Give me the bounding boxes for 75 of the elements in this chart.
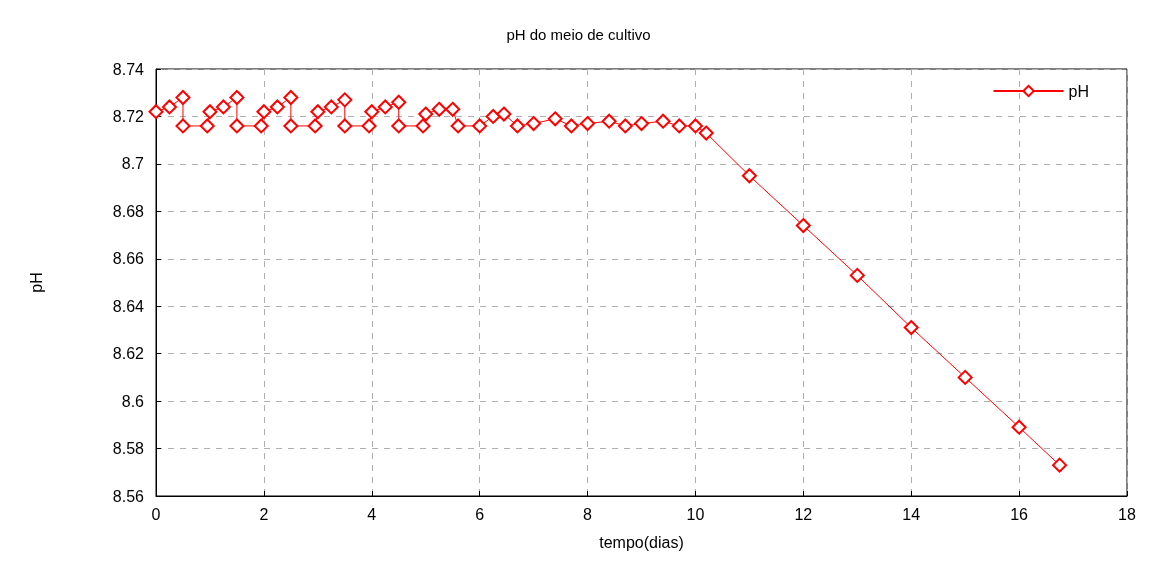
x-tick-label: 0 — [151, 505, 161, 523]
point — [391, 118, 407, 134]
point — [795, 218, 811, 234]
point — [903, 320, 919, 336]
y-tick-label: 8.7 — [121, 155, 145, 173]
point — [509, 118, 525, 134]
x-tick-label: 8 — [583, 505, 593, 523]
point — [364, 104, 380, 120]
point — [202, 104, 218, 120]
point — [175, 118, 191, 134]
y-tick-label: 8.56 — [112, 487, 145, 505]
point — [1011, 419, 1027, 435]
point — [175, 89, 191, 105]
point — [698, 125, 714, 141]
point — [445, 101, 461, 117]
y-tick-label: 8.58 — [112, 440, 145, 458]
point — [377, 99, 393, 115]
y-tick-label: 8.68 — [112, 202, 145, 220]
point — [547, 111, 563, 127]
point — [957, 369, 973, 385]
point — [310, 104, 326, 120]
point — [1052, 457, 1068, 473]
point — [563, 118, 579, 134]
point — [526, 116, 542, 132]
point — [580, 116, 596, 132]
point — [431, 101, 447, 117]
y-tick-label: 8.62 — [112, 345, 145, 363]
x-tick-label: 6 — [475, 505, 485, 523]
point — [283, 89, 299, 105]
y-tick-label: 8.72 — [112, 107, 145, 125]
chart-title: pH do meio de cultivo — [506, 26, 651, 43]
point — [472, 118, 488, 134]
y-axis-title: pH — [27, 272, 45, 293]
point — [741, 168, 757, 184]
y-tick-label: 8.6 — [121, 392, 145, 410]
x-tick-label: 16 — [1010, 505, 1029, 523]
point — [450, 118, 466, 134]
point — [655, 113, 671, 129]
x-axis-title: tempo(dias) — [599, 533, 684, 551]
point — [256, 104, 272, 120]
point — [337, 118, 353, 134]
point — [687, 118, 703, 134]
y-tick-label: 8.74 — [112, 60, 145, 78]
y-tick-label: 8.64 — [112, 297, 145, 315]
point — [229, 118, 245, 134]
point — [671, 118, 687, 134]
x-tick-label: 4 — [367, 505, 377, 523]
point — [323, 99, 339, 115]
point — [161, 99, 177, 115]
x-tick-label: 12 — [794, 505, 813, 523]
point — [361, 118, 377, 134]
point — [253, 118, 269, 134]
x-tick-label: 2 — [259, 505, 269, 523]
point — [148, 104, 164, 120]
point — [283, 118, 299, 134]
legend-label: pH — [1068, 82, 1089, 100]
point — [849, 267, 865, 283]
x-tick-label: 14 — [902, 505, 921, 523]
point — [496, 106, 512, 122]
x-tick-label: 10 — [686, 505, 705, 523]
point — [634, 116, 649, 132]
point — [601, 113, 617, 129]
point — [337, 92, 353, 108]
y-tick-label: 8.66 — [112, 250, 145, 268]
point — [391, 94, 407, 110]
point — [617, 118, 633, 134]
point — [269, 99, 285, 115]
point — [307, 118, 323, 134]
point — [215, 99, 231, 115]
point — [418, 106, 434, 122]
point — [415, 118, 431, 134]
point — [199, 118, 215, 134]
point — [485, 108, 501, 124]
point — [229, 89, 245, 105]
x-tick-label: 18 — [1118, 505, 1136, 523]
